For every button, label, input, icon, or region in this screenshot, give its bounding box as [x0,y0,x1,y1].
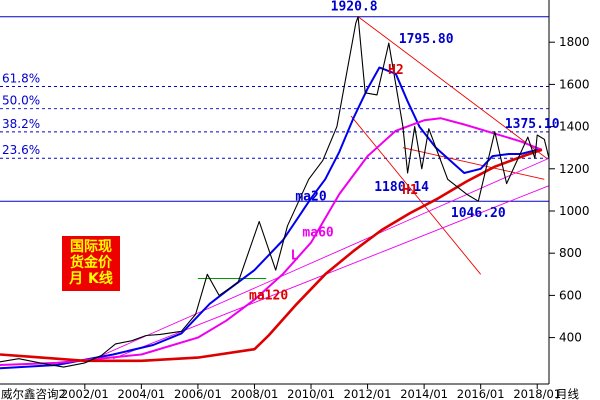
annotation-label: 1795.80 [399,32,454,47]
trend-line [402,147,545,180]
annotation-label: H2 [388,63,404,78]
series-line-ma120 [0,148,543,363]
x-axis-label: 月线 [556,387,579,400]
x-tick-label: 2010/01 [287,387,335,400]
x-tick-label: 2004/01 [117,387,165,400]
x-tick-label: 2006/01 [174,387,222,400]
annotation-label: ma20 [295,189,326,204]
reference-line-label: 23.6% [2,143,40,157]
y-tick-label: 1800 [559,35,590,49]
x-tick-label: 2016/01 [457,387,505,400]
title-line: 货金价 [69,254,113,271]
annotation-label: 1180.14 [374,180,429,195]
y-tick-label: 1200 [559,162,590,176]
reference-lines: 61.8% 50.0% 38.2% 23.6% [0,16,549,202]
y-tick-label: 1600 [559,77,590,91]
annotation-label: 1375.10 [505,117,560,132]
y-tick-label: 800 [559,246,582,260]
trend-line [84,157,550,364]
x-tick-label: 2012/01 [344,387,392,400]
y-tick-label: 400 [559,331,582,345]
trend-lines [84,16,550,364]
title-line: 国际现 [70,239,112,255]
series-line-ma20 [0,66,542,370]
series-line-price [0,16,550,368]
reference-line-label: 50.0% [2,94,40,108]
trend-line [357,16,547,159]
source-label: 威尔鑫咨询2 [1,387,66,400]
annotation-label: 1920.8 [331,0,378,15]
trend-line [350,115,482,275]
series-lines [0,16,550,370]
x-tick-label: 2008/01 [231,387,279,400]
reference-line-label: 61.8% [2,72,40,86]
title-line: 月 K线 [68,270,113,287]
x-tick-label: 2002/01 [61,387,109,400]
y-tick-label: 1000 [559,204,590,218]
annotation-label: ma120 [249,289,288,304]
annotation-label: ma60 [302,225,333,240]
x-tick-label: 2014/01 [400,387,448,400]
annotation-label: L [291,249,299,264]
annotation-label: H1 [402,183,418,198]
y-tick-label: 1400 [559,120,590,134]
title-box-bg [62,236,120,291]
reference-line-label: 38.2% [2,117,40,131]
series-line-ma60 [0,117,543,366]
x-tick-label: 2018/01 [513,387,561,400]
annotations: 1920.8 1795.80 1180.14 1046.20 1375.10 ma20 ma… [249,0,560,304]
y-tick-label: 600 [559,288,582,302]
annotation-label: 1046.20 [451,206,506,221]
